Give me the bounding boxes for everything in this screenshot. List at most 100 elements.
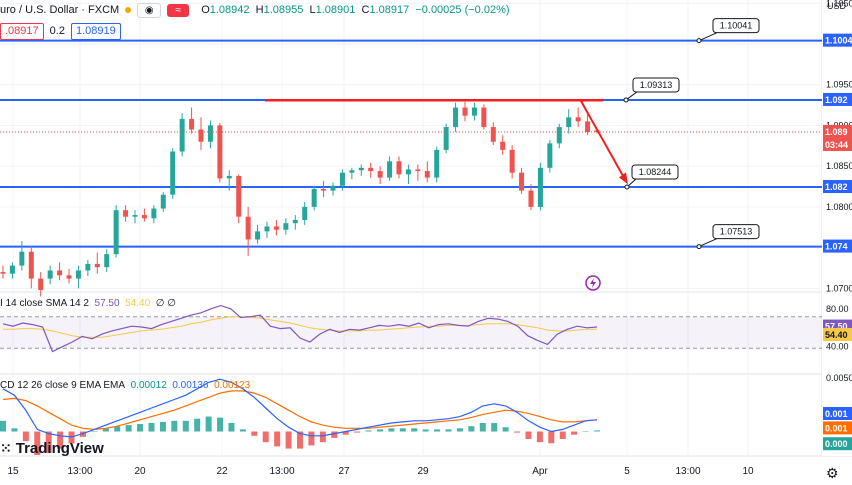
macd-hist-tag-box [823, 437, 852, 451]
macd-histogram-bar [274, 431, 281, 447]
candle [434, 146, 440, 183]
level-label-text: 1.09313 [640, 80, 673, 90]
time-axis[interactable]: 15 13:00 20 22 13:00 27 29 Apr 5 13:00 10 [7, 466, 754, 477]
rsi-axis-label: 40.00 [826, 341, 849, 351]
candle-body [170, 151, 176, 195]
candle-body [57, 270, 63, 276]
candle-body [537, 167, 543, 207]
candle-body [189, 118, 195, 130]
trade-buttons: .08917 0.2 1.08919 [0, 22, 121, 40]
macd-histogram-bar [45, 431, 52, 453]
macd-histogram-bar [182, 420, 189, 432]
horizontal-levels[interactable]: 1.10041 1.09313 1.08244 1.07513 [0, 18, 822, 250]
time-tick-label: 15 [7, 466, 19, 477]
candle-body [519, 172, 525, 191]
macd-histogram-bar [125, 425, 132, 432]
time-tick-label: 27 [338, 466, 350, 477]
candle [405, 164, 411, 185]
candle-body [575, 117, 581, 122]
candle [160, 192, 166, 212]
candle-body [94, 263, 100, 268]
macd-histogram-bar [422, 429, 429, 432]
time-tick-label: Apr [532, 466, 548, 477]
macd-histogram-bar [34, 431, 41, 455]
macd-histogram-bar [479, 422, 486, 432]
spread-value: 0.2 [49, 25, 65, 37]
candle-body [405, 169, 411, 175]
candle-body [292, 219, 298, 224]
symbol-title[interactable]: uro / U.S. Dollar · FXCM [0, 4, 120, 16]
candle [292, 215, 298, 230]
macd-histogram-bar [388, 428, 395, 432]
last-price-tag-box [823, 124, 852, 138]
candle-body [141, 215, 147, 219]
candle [245, 206, 251, 256]
candle-body [47, 270, 53, 279]
candle-body [462, 107, 468, 116]
macd-histogram-bar [297, 431, 303, 449]
level-label-box [631, 164, 679, 180]
macd-histogram-bar [239, 429, 246, 432]
level-label-box [712, 18, 760, 34]
candle-body [443, 127, 449, 150]
candle-body [283, 223, 289, 230]
rsi-legend[interactable]: I 14 close SMA 14 2 57.50 54.40 ∅ ∅ [0, 298, 176, 309]
buy-button[interactable]: 1.08919 [70, 22, 121, 40]
macd-histogram-bar [285, 431, 292, 449]
candle [481, 104, 487, 130]
macd-histogram-bar [548, 431, 555, 444]
sell-button[interactable]: .08917 [0, 22, 44, 40]
macd-histogram-bar [582, 431, 589, 433]
candle-body [358, 167, 364, 171]
candle [66, 268, 72, 284]
candle [19, 241, 25, 271]
candle-body [434, 149, 440, 178]
macd-legend[interactable]: CD 12 26 close 9 EMA EMA 0.00012 0.00136… [0, 380, 251, 391]
candle [170, 148, 176, 199]
macd-histogram-bar [148, 422, 155, 432]
macd-line [2, 378, 598, 438]
time-tick-label: 20 [134, 466, 146, 477]
candle [396, 156, 402, 179]
candle-body [255, 231, 261, 240]
lightning-icon [585, 275, 601, 291]
macd-histogram-bar [502, 427, 509, 432]
wave-icon[interactable]: ≈ [167, 3, 190, 17]
candle-body [123, 210, 129, 217]
ohlc-readout: O1.08942 H1.08955 L1.08901 C1.08917 −0.0… [201, 4, 510, 16]
tradingview-logo: ⁙ TradingView [0, 440, 104, 457]
macd-histogram-bar [411, 428, 418, 432]
level-label-box [712, 224, 760, 240]
price-axis[interactable]: 1.10501.09501.09001.08501.08001.07001.10… [822, 0, 852, 456]
candle [330, 182, 336, 196]
candle [556, 123, 562, 149]
candle-body [28, 251, 34, 279]
candle [113, 205, 119, 258]
candle [132, 210, 138, 224]
gear-icon[interactable]: ⚙ [826, 465, 839, 481]
price-axis-bg [822, 0, 852, 456]
eye-icon[interactable]: ◉ [137, 2, 162, 18]
macd-histogram-bar [445, 429, 452, 432]
macd-signal-tag-box [823, 421, 852, 435]
candle [198, 117, 204, 150]
candle [415, 164, 421, 181]
price-tick-label: 1.1050 [826, 0, 852, 8]
macd-histogram-bar [11, 428, 18, 432]
candle-body [556, 127, 562, 144]
level-price-tag: 1.1004 [825, 36, 852, 46]
trend-drawings[interactable] [265, 98, 628, 291]
macd-signal-line [2, 390, 598, 431]
candle-body [226, 175, 232, 179]
macd-histogram-bar [468, 426, 475, 432]
candle-body [9, 265, 15, 274]
macd-histogram-bar [91, 431, 98, 433]
rsi-sma-line [3, 316, 597, 338]
candle [368, 162, 374, 178]
candle [57, 262, 63, 281]
currency-selector[interactable]: USD [827, 1, 847, 11]
candle [528, 184, 534, 211]
price-tick-label: 1.0700 [826, 283, 852, 293]
candle-body [321, 188, 327, 191]
